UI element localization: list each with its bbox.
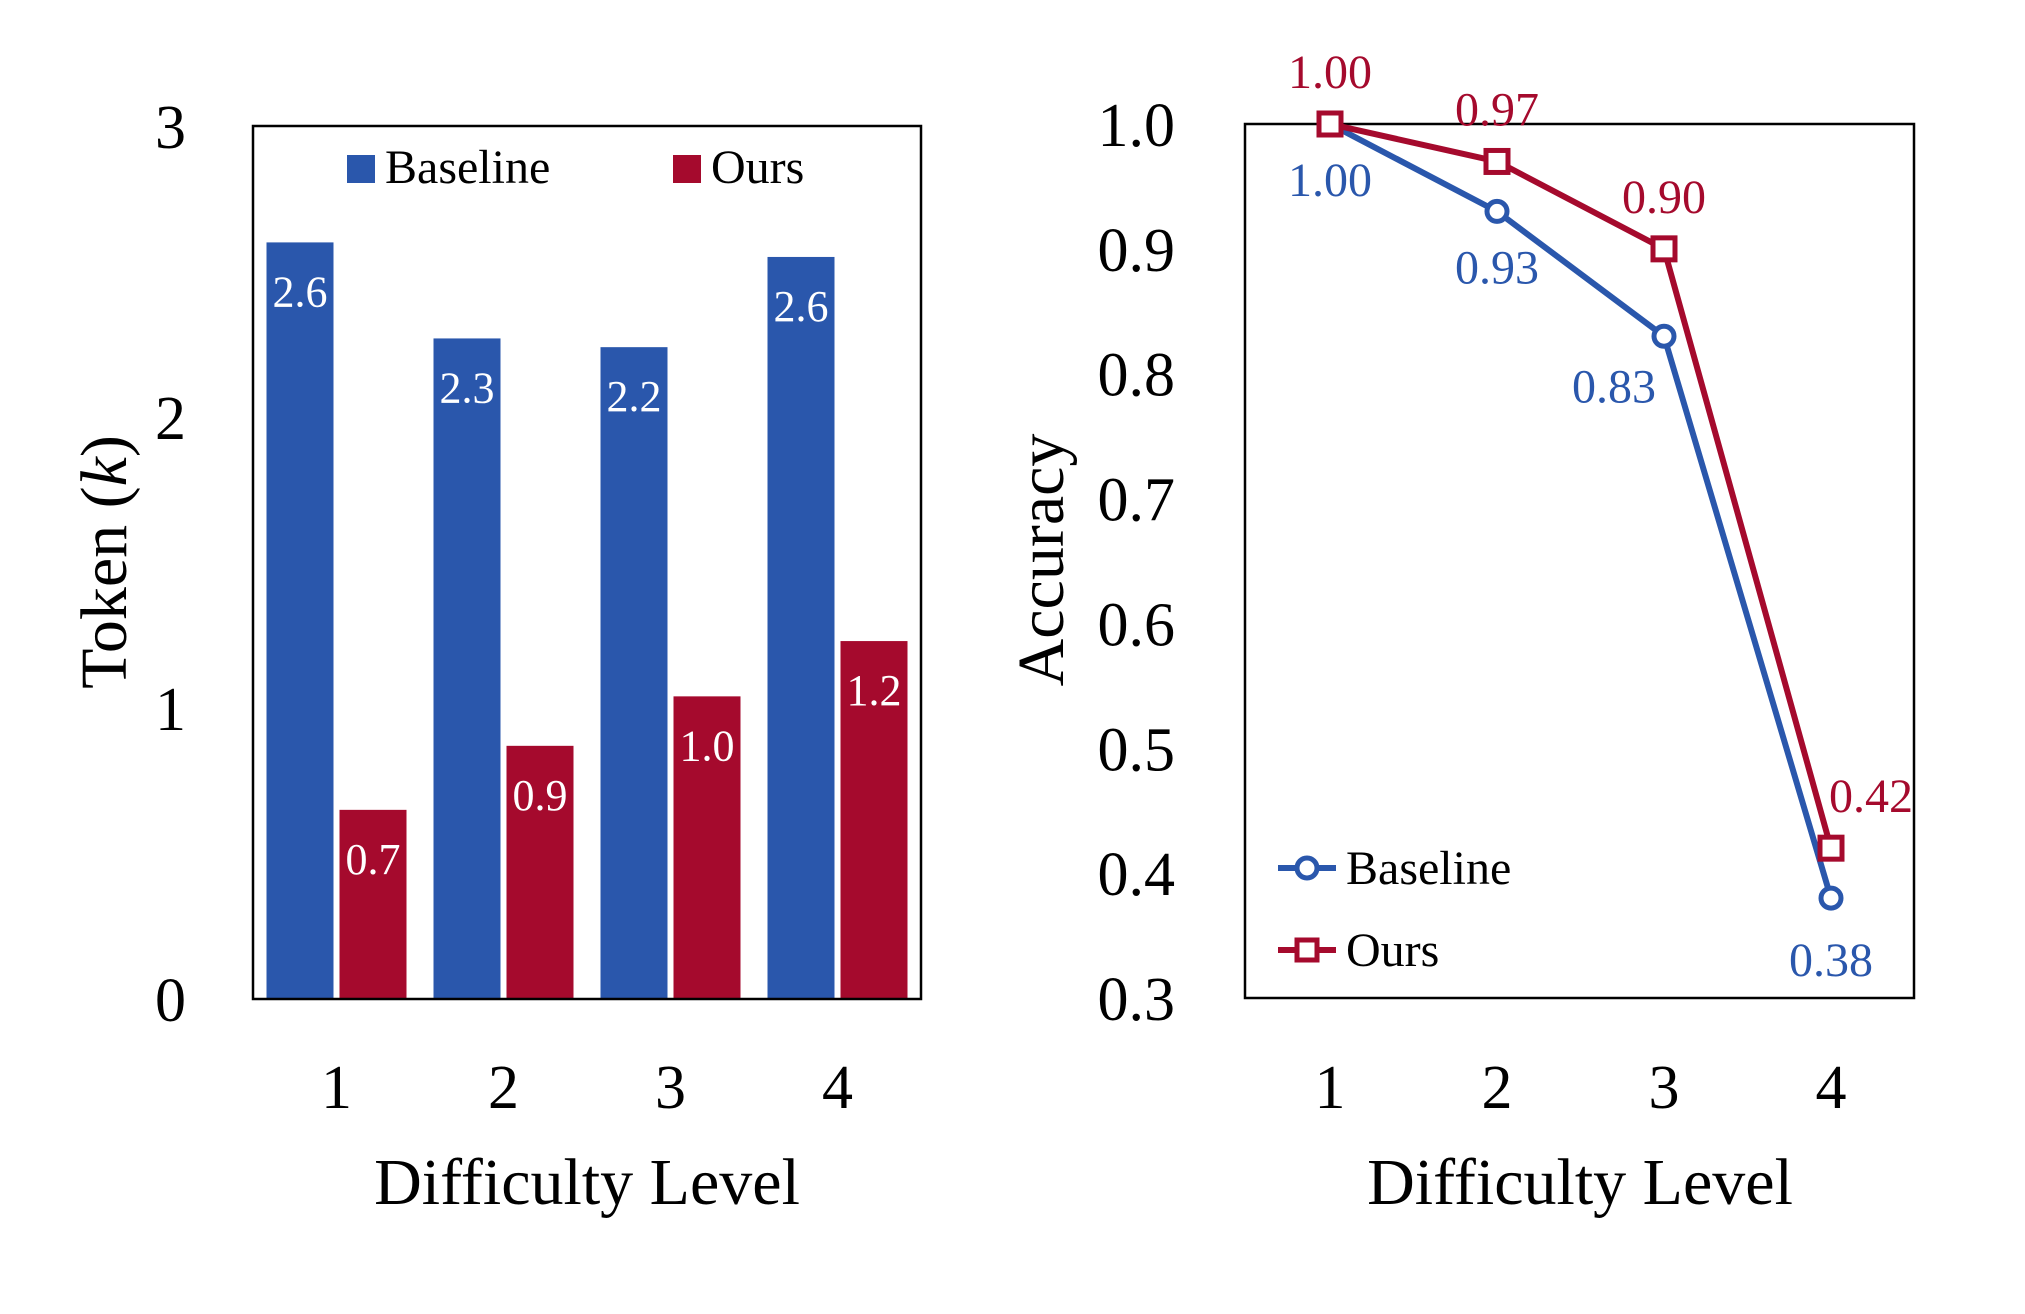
line-value-label-ours-4: 0.42 [1829,770,1913,823]
bar-baseline-1 [266,242,334,999]
line-legend: Baseline Ours [1278,842,1511,977]
line-point-baseline-3 [1651,323,1677,349]
bar-ours-2 [506,745,574,999]
bar-legend-swatch-baseline [347,155,375,183]
bar-legend: Baseline Ours [347,141,804,194]
bar-x-tick-labels: 1 2 3 4 [321,1054,853,1122]
bar-y-tick-label-2: 2 [155,385,186,453]
line-point-ours-3 [1650,235,1678,263]
line-legend-label-ours: Ours [1346,924,1439,977]
line-y-tick-label-0.9: 0.9 [1098,217,1176,285]
line-series-ours [1329,121,1834,849]
bar-baseline-3 [600,347,668,999]
line-value-label-baseline-3: 0.83 [1572,360,1656,413]
line-x-tick-label-2: 2 [1482,1054,1513,1122]
bar-value-label-ours-3: 1.0 [680,721,735,770]
bar-legend-label-ours: Ours [711,141,804,194]
line-point-baseline-4 [1818,885,1844,911]
bar-ours-3 [673,696,741,999]
line-y-tick-labels: 0.3 0.4 0.5 0.6 0.7 0.8 0.9 1.0 [1098,92,1176,1034]
line-y-tick-label-0.7: 0.7 [1098,467,1176,535]
bar-value-labels: 2.6 0.7 2.3 0.9 2.2 1.0 2.6 1.2 [273,267,902,883]
accuracy-line-chart: 1.000.930.830.381.000.970.900.42 0.30.40… [1005,46,1916,1219]
line-y-tick-label-0.3: 0.3 [1098,966,1176,1034]
bar-ours-4 [840,641,908,999]
bar-legend-label-baseline: Baseline [385,141,550,194]
line-value-label-ours-2: 0.97 [1455,83,1539,136]
bar-y-tick-labels: 0 1 2 3 [155,94,186,1035]
line-series-baseline [1328,121,1834,899]
bar-y-tick-label-0: 0 [155,967,186,1035]
line-point-ours-2 [1483,147,1511,175]
bar-baseline-4 [767,256,835,999]
bar-x-tick-label-4: 4 [822,1054,853,1122]
line-x-axis-label: Difficulty Level [1367,1146,1793,1219]
bar-value-label-baseline-2: 2.3 [440,363,495,412]
bar-marks [266,242,908,999]
bar-baseline-2 [433,338,501,999]
bar-value-label-baseline-1: 2.6 [273,267,328,316]
line-x-tick-label-1: 1 [1315,1054,1346,1122]
bar-value-label-baseline-3: 2.2 [607,372,662,421]
bar-y-tick-label-1: 1 [155,676,186,744]
token-bar-chart: 2.6 0.7 2.3 0.9 2.2 1.0 2.6 1.2 0 1 2 3 1 2 3 4 Diffi… [68,94,923,1219]
line-y-tick-label-0.5: 0.5 [1098,716,1176,784]
line-y-tick-label-0.8: 0.8 [1098,342,1176,410]
bar-x-axis-label: Difficulty Level [374,1146,800,1219]
line-point-ours-1 [1316,110,1344,138]
line-value-labels: 1.00 0.93 0.83 0.38 1.00 0.97 0.90 0.42 [1288,46,1913,987]
line-marks [1316,110,1845,911]
line-point-ours-4 [1817,834,1845,862]
bar-x-tick-label-2: 2 [488,1054,519,1122]
line-legend-marker-baseline [1294,855,1320,881]
bar-y-tick-label-3: 3 [155,94,186,162]
bar-value-label-ours-4: 1.2 [847,666,902,715]
bar-plot-frame [251,124,923,1001]
line-legend-marker-ours [1294,937,1320,963]
line-x-tick-labels: 1 2 3 4 [1315,1054,1847,1122]
line-legend-label-baseline: Baseline [1346,842,1511,895]
bar-x-tick-label-1: 1 [321,1054,352,1122]
bar-ours-1 [339,809,407,999]
line-y-axis-label: Accuracy [1005,434,1078,687]
bar-x-tick-label-3: 3 [655,1054,686,1122]
line-value-label-baseline-4: 0.38 [1789,934,1873,987]
line-value-label-ours-1: 1.00 [1288,46,1372,99]
line-value-label-baseline-1: 1.00 [1288,154,1372,207]
bar-y-axis-label: Token (k) [68,435,141,689]
line-x-tick-label-3: 3 [1649,1054,1680,1122]
line-y-tick-label-0.6: 0.6 [1098,591,1176,659]
bar-value-label-ours-1: 0.7 [346,835,401,884]
line-value-label-baseline-2: 0.93 [1455,241,1539,294]
bar-value-label-ours-2: 0.9 [513,771,568,820]
bar-legend-swatch-ours [673,155,701,183]
line-y-tick-label-1.0: 1.0 [1098,92,1176,160]
bar-value-label-baseline-4: 2.6 [774,282,829,331]
line-x-tick-label-4: 4 [1816,1054,1847,1122]
line-y-tick-label-0.4: 0.4 [1098,841,1176,909]
line-plot-frame [1243,122,1916,1000]
line-point-baseline-2 [1484,198,1510,224]
line-value-label-ours-3: 0.90 [1622,171,1706,224]
